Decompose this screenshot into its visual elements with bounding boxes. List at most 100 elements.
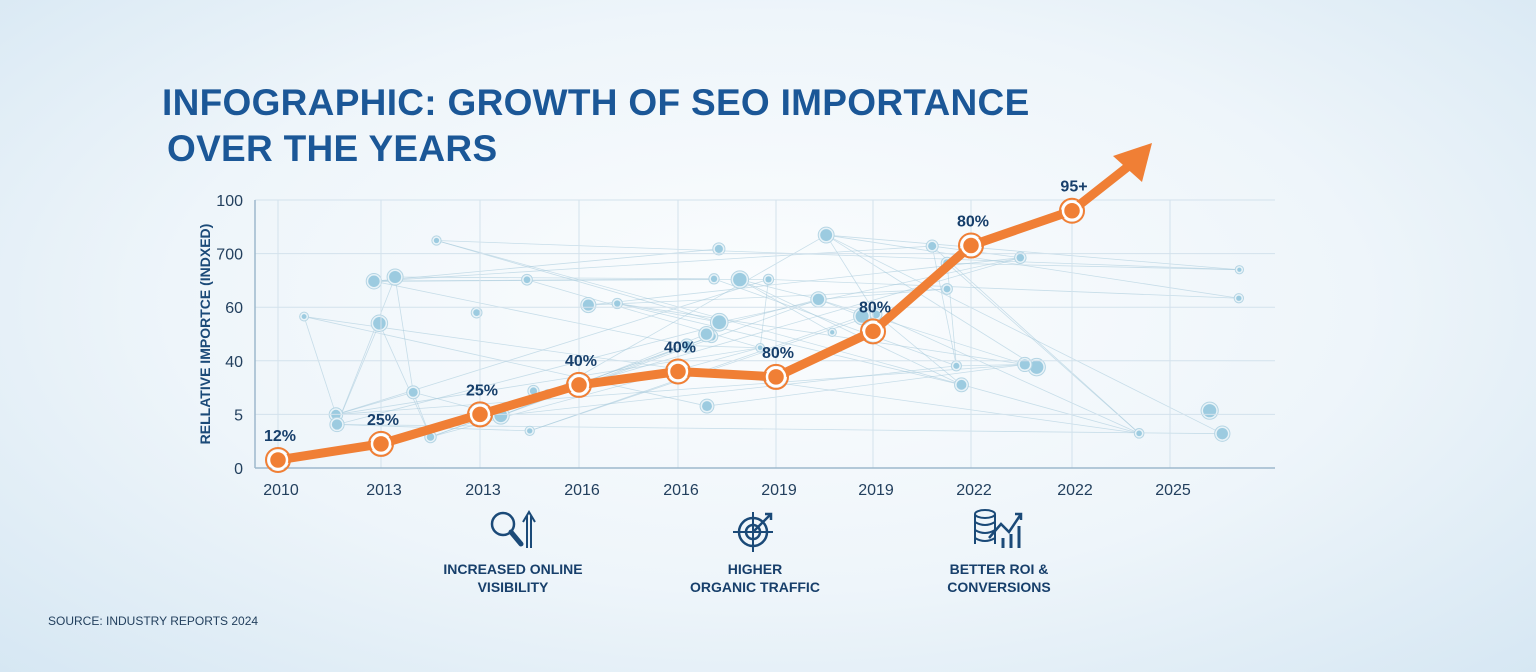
network-line <box>739 279 819 300</box>
network-line <box>713 278 957 367</box>
x-tick-label: 2016 <box>663 482 699 499</box>
network-node <box>757 345 763 351</box>
network-node <box>943 285 951 293</box>
x-tick-label: 2013 <box>465 482 501 499</box>
network-line <box>379 323 431 438</box>
title-line-2: OVER THE YEARS <box>167 128 498 169</box>
network-node <box>389 271 402 284</box>
network-node <box>820 229 833 242</box>
network-line <box>931 245 1140 434</box>
data-point-ring <box>265 446 291 473</box>
network-line <box>373 245 933 282</box>
feature-label: HIGHER <box>727 561 783 577</box>
network-node <box>682 340 692 351</box>
network-line <box>436 240 720 323</box>
network-node <box>733 272 747 287</box>
network-line <box>739 279 833 333</box>
network-line <box>739 279 962 386</box>
network-node <box>368 275 380 287</box>
data-point <box>1061 200 1083 221</box>
title-line-1: INFOGRAPHIC: GROWTH OF SEO IMPORTANCE <box>162 82 1030 123</box>
network-line <box>373 280 687 346</box>
magnifier-up-arrow-icon <box>490 510 536 548</box>
network-node <box>765 276 772 283</box>
network-line <box>826 234 1223 435</box>
data-label: 25% <box>466 382 498 399</box>
network-node <box>1216 428 1228 440</box>
network-line <box>373 278 715 282</box>
data-point <box>267 449 289 471</box>
network-line <box>617 303 1025 365</box>
data-point-ring <box>665 358 691 385</box>
feature-label: CONVERSIONS <box>947 579 1051 595</box>
network-line <box>947 262 1240 271</box>
x-tick-label: 2010 <box>263 482 299 499</box>
feature-label: INCREASED ONLINE <box>443 561 583 577</box>
y-tick-label: 5 <box>234 407 243 424</box>
x-tick-label: 2025 <box>1155 482 1191 499</box>
data-point-ring <box>467 401 493 428</box>
network-line <box>436 240 1140 434</box>
data-point-ring <box>763 363 789 390</box>
network-node <box>855 309 869 323</box>
y-tick-label: 0 <box>234 461 243 478</box>
network-line <box>826 234 1239 299</box>
network-line <box>588 288 948 306</box>
target-arrow-icon <box>733 512 773 552</box>
network-line <box>547 257 1021 395</box>
network-node <box>301 314 307 320</box>
y-axis-label: RELLATIVE IMPORTCE (INDXED) <box>197 224 213 445</box>
x-tick-label: 2013 <box>366 482 402 499</box>
network-line <box>526 279 761 349</box>
data-label: 80% <box>957 214 989 231</box>
data-point <box>370 433 392 455</box>
network-node <box>830 330 835 335</box>
data-point-ring <box>860 318 886 345</box>
network-line <box>719 257 1021 323</box>
x-tick-label: 2022 <box>956 482 992 499</box>
network-node <box>408 387 418 397</box>
network-node <box>812 293 825 306</box>
network-line <box>875 314 962 386</box>
data-point <box>765 366 787 388</box>
network-node <box>529 387 538 395</box>
series-line <box>273 160 1135 465</box>
network-node <box>523 276 531 284</box>
network-line <box>394 276 414 393</box>
feature-label: ORGANIC TRAFFIC <box>690 579 820 595</box>
data-label: 80% <box>762 345 794 362</box>
network-line <box>336 323 380 425</box>
network-line <box>946 263 957 366</box>
network-node <box>331 419 343 430</box>
network-line <box>336 276 396 425</box>
network-node <box>953 362 960 369</box>
network-line <box>335 347 761 415</box>
network-line <box>931 246 957 366</box>
network-line <box>946 262 1140 434</box>
network-node <box>614 300 621 307</box>
y-tick-label: 40 <box>225 354 243 371</box>
network-node <box>712 315 727 330</box>
network-line <box>706 364 1025 407</box>
network-node <box>473 309 480 317</box>
network-node <box>1136 430 1142 437</box>
data-label: 80% <box>859 299 891 316</box>
network-line <box>373 248 719 282</box>
network-node <box>433 237 440 244</box>
data-label: 95+ <box>1060 179 1087 196</box>
network-line <box>825 234 877 315</box>
feature-visibility: INCREASED ONLINE VISIBILITY <box>413 508 613 596</box>
network-node <box>872 310 880 319</box>
network-line <box>500 365 957 417</box>
data-point <box>469 404 491 425</box>
network-line <box>617 303 962 386</box>
data-point <box>568 374 590 396</box>
source-note: SOURCE: INDUSTRY REPORTS 2024 <box>48 614 259 628</box>
coins-chart-icon <box>974 509 1023 548</box>
data-point <box>862 321 884 342</box>
feature-roi: BETTER ROI & CONVERSIONS <box>899 508 1099 596</box>
x-tick-label: 2022 <box>1057 482 1093 499</box>
background-network <box>299 226 1245 444</box>
network-node <box>1237 267 1242 272</box>
